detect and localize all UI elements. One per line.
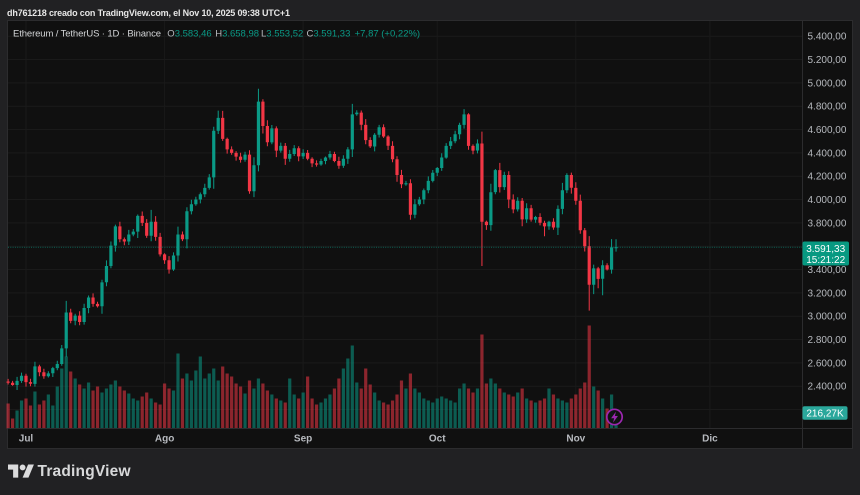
svg-text:4.000,00: 4.000,00 <box>808 195 847 206</box>
svg-text:Sep: Sep <box>294 434 312 445</box>
svg-text:216,27K: 216,27K <box>806 408 844 419</box>
svg-text:Nov: Nov <box>566 434 585 445</box>
svg-text:4.800,00: 4.800,00 <box>808 102 847 113</box>
svg-text:5.200,00: 5.200,00 <box>808 55 847 66</box>
svg-text:O3.583,46: O3.583,46 <box>167 28 211 39</box>
svg-text:3.000,00: 3.000,00 <box>808 312 847 323</box>
svg-text:2.800,00: 2.800,00 <box>808 335 847 346</box>
svg-text:2.600,00: 2.600,00 <box>808 358 847 369</box>
svg-text:H3.658,98: H3.658,98 <box>215 28 259 39</box>
svg-text:Ethereum / TetherUS · 1D · Bin: Ethereum / TetherUS · 1D · Binance <box>13 28 161 39</box>
svg-text:Ago: Ago <box>155 434 174 445</box>
svg-text:C3.591,33: C3.591,33 <box>307 28 351 39</box>
svg-text:L3.553,52: L3.553,52 <box>261 28 303 39</box>
svg-text:5.400,00: 5.400,00 <box>808 32 847 43</box>
svg-text:3.400,00: 3.400,00 <box>808 265 847 276</box>
svg-text:Jul: Jul <box>19 434 34 445</box>
svg-text:dh761218 creado con TradingVie: dh761218 creado con TradingView.com, el … <box>7 8 290 18</box>
svg-text:4.400,00: 4.400,00 <box>808 148 847 159</box>
svg-text:4.600,00: 4.600,00 <box>808 125 847 136</box>
svg-text:+7,87 (+0,22%): +7,87 (+0,22%) <box>355 28 421 39</box>
svg-text:4.200,00: 4.200,00 <box>808 172 847 183</box>
svg-text:Dic: Dic <box>702 434 718 445</box>
svg-text:3.591,33: 3.591,33 <box>806 244 845 255</box>
svg-text:Oct: Oct <box>429 434 446 445</box>
svg-text:5.000,00: 5.000,00 <box>808 78 847 89</box>
svg-text:2.400,00: 2.400,00 <box>808 382 847 393</box>
svg-text:15:21:22: 15:21:22 <box>806 255 845 266</box>
svg-text:3.800,00: 3.800,00 <box>808 218 847 229</box>
svg-text:TradingView: TradingView <box>38 463 132 480</box>
svg-text:3.200,00: 3.200,00 <box>808 288 847 299</box>
